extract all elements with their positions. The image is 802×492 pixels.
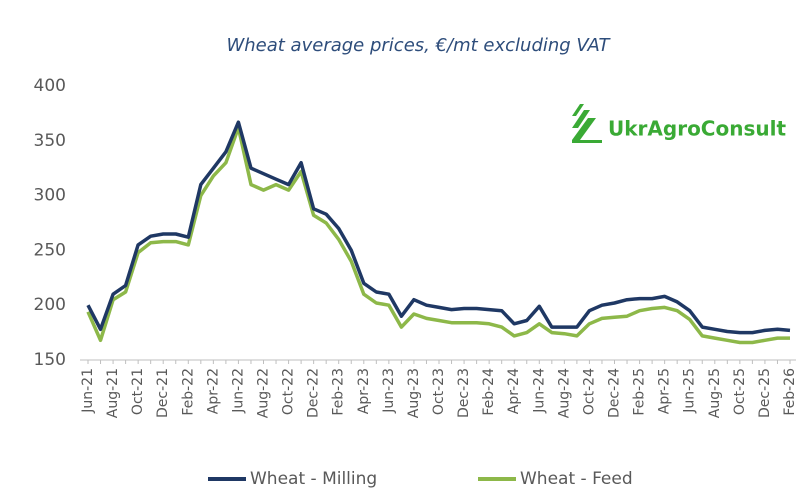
x-tick-label: Jun-23 [381,368,397,414]
x-tick-label: Oct-25 [732,368,748,415]
x-tick-label: Aug-24 [556,368,572,418]
series-line [86,125,790,345]
x-tick-label: Feb-25 [632,368,648,416]
chart-title: Wheat average prices, €/mt excluding VAT [226,35,611,56]
series-line [86,120,791,335]
x-tick-label: Dec-24 [607,368,623,418]
x-tick-label: Jun-21 [80,368,96,414]
x-tick-label: Oct-22 [281,368,297,415]
x-tick-label: Jun-22 [230,368,246,414]
x-tick-label: Jun-25 [682,368,698,414]
x-tick-label: Jun-24 [531,368,547,414]
x-tick-label: Dec-23 [456,368,472,418]
x-tick-label: Apr-22 [205,368,221,414]
x-tick-label: Aug-25 [707,368,723,418]
y-tick-label: 350 [34,131,66,151]
legend-label: Wheat - Feed [520,469,633,489]
x-tick-label: Apr-23 [356,368,372,414]
logo-icon [572,104,602,143]
x-tick-label: Oct-23 [431,368,447,415]
x-tick-label: Aug-21 [105,368,121,418]
legend-label: Wheat - Milling [250,469,377,489]
x-tick-label: Aug-22 [256,368,272,418]
y-tick-label: 250 [34,240,66,260]
x-tick-label: Feb-23 [331,368,347,416]
x-tick-label: Dec-21 [155,368,171,418]
x-tick-label: Apr-24 [506,368,522,414]
x-tick-label: Dec-22 [306,368,322,418]
y-tick-label: 150 [34,350,66,370]
logo-text: UkrAgroConsult [608,117,786,141]
y-tick-label: 300 [34,186,66,206]
x-tick-label: Feb-24 [481,368,497,416]
x-tick-label: Apr-25 [657,368,673,414]
x-tick-label: Feb-26 [782,368,798,416]
x-tick-label: Feb-22 [180,368,196,416]
x-tick-label: Aug-23 [406,368,422,418]
x-tick-label: Dec-25 [757,368,773,418]
x-tick-label: Oct-24 [581,368,597,415]
y-tick-label: 400 [34,76,66,96]
x-tick-label: Oct-21 [130,368,146,415]
y-tick-label: 200 [34,295,66,315]
